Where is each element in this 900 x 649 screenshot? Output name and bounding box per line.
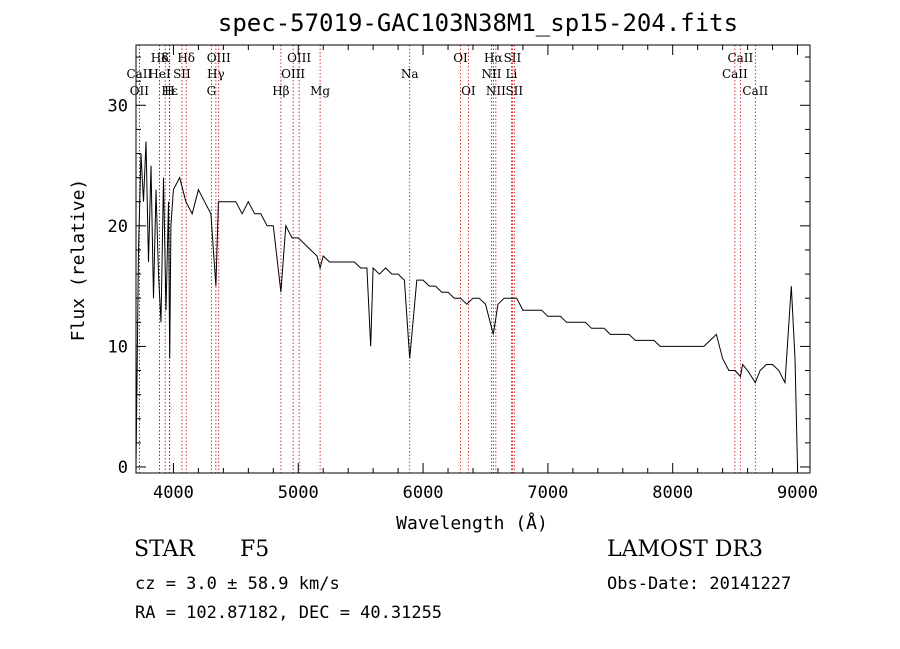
y-tick-label: 30 bbox=[108, 96, 128, 116]
marker-label: HeI bbox=[148, 67, 171, 81]
marker-label: Mg bbox=[310, 84, 330, 98]
marker-label: Hα bbox=[484, 51, 503, 65]
marker-label: CaII bbox=[727, 51, 753, 65]
axis-labels: 4000 5000 6000 7000 8000 9000 0 10 20 30 bbox=[108, 96, 818, 503]
marker-label: NII bbox=[481, 67, 501, 81]
marker-label: Hγ bbox=[207, 67, 225, 81]
marker-label: CaII bbox=[126, 67, 152, 81]
spectrum-line bbox=[135, 141, 798, 468]
marker-label: OIII bbox=[281, 67, 305, 81]
redshift-velocity: cz = 3.0 ± 58.9 km/s bbox=[135, 574, 340, 594]
x-tick-label: 7000 bbox=[527, 483, 568, 503]
observation-date: Obs-Date: 20141227 bbox=[607, 574, 792, 594]
marker-label: CaII bbox=[742, 84, 768, 98]
marker-label: SII bbox=[504, 51, 522, 65]
x-tick-label: 9000 bbox=[777, 483, 818, 503]
marker-label: Hδ bbox=[151, 51, 169, 65]
y-tick-label: 10 bbox=[108, 337, 128, 357]
marker-label: G bbox=[207, 84, 217, 98]
marker-label: Li bbox=[506, 67, 518, 81]
object-class: STAR bbox=[134, 537, 195, 562]
y-tick-label: 0 bbox=[118, 458, 128, 478]
y-tick-label: 20 bbox=[108, 217, 128, 237]
x-axis-label: Wavelength (Å) bbox=[396, 512, 548, 534]
chart-title: spec-57019-GAC103N38M1_sp15-204.fits bbox=[218, 9, 738, 37]
survey-name: LAMOST DR3 bbox=[607, 537, 763, 562]
coordinates: RA = 102.87182, DEC = 40.31255 bbox=[135, 603, 443, 623]
marker-label: NII bbox=[486, 84, 506, 98]
marker-label: Hδ bbox=[177, 51, 195, 65]
marker-label: K bbox=[161, 51, 171, 65]
line-markers bbox=[138, 45, 756, 473]
marker-label: SII bbox=[505, 84, 523, 98]
marker-label: H bbox=[164, 84, 174, 98]
axis-ticks bbox=[136, 45, 810, 473]
marker-label: OI bbox=[461, 84, 476, 98]
marker-label: SII bbox=[173, 67, 191, 81]
marker-label: Na bbox=[401, 67, 419, 81]
object-subclass: F5 bbox=[240, 537, 270, 562]
x-tick-label: 5000 bbox=[278, 483, 319, 503]
marker-labels: Hδ CaII OII K HeI Hε SII H Hδ OIII Hγ G Hβ OIII OIII Mg… bbox=[126, 51, 768, 98]
marker-label: OIII bbox=[207, 51, 231, 65]
x-tick-label: 4000 bbox=[153, 483, 194, 503]
x-tick-label: 6000 bbox=[403, 483, 444, 503]
marker-label: Hβ bbox=[272, 84, 289, 98]
marker-label: OI bbox=[453, 51, 468, 65]
plot-frame bbox=[135, 44, 811, 474]
y-axis-label: Flux (relative) bbox=[68, 179, 89, 342]
marker-label: OII bbox=[130, 84, 150, 98]
spectrum-series bbox=[135, 141, 798, 468]
marker-label: OIII bbox=[287, 51, 311, 65]
x-tick-label: 8000 bbox=[652, 483, 693, 503]
marker-label: Hε bbox=[161, 84, 178, 98]
marker-label: CaII bbox=[722, 67, 748, 81]
